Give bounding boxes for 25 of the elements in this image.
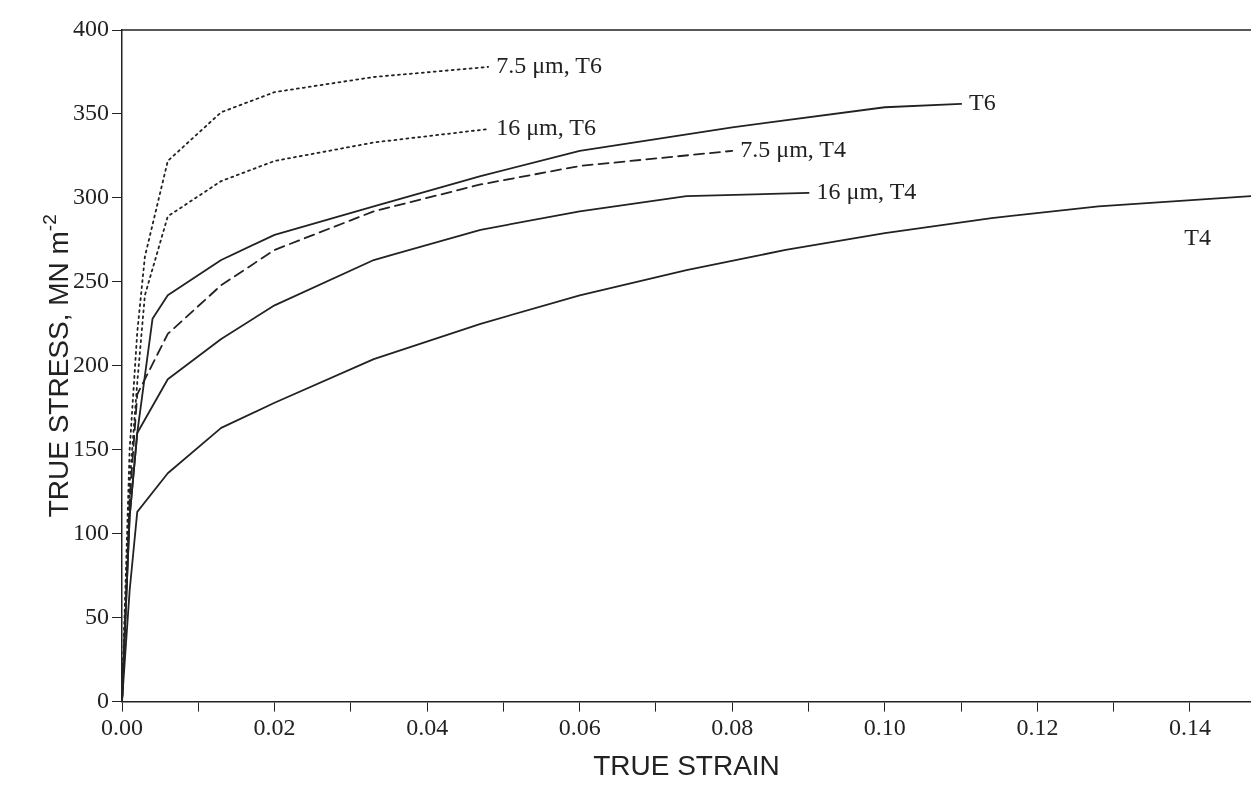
x-tick-label: 0.12 [1016,714,1059,741]
series-label: 7.5 μm, T6 [496,52,602,79]
series-label: T6 [969,89,996,116]
x-axis-title: TRUE STRAIN [593,749,780,781]
y-tick-label: 300 [73,183,109,210]
y-tick-label: 200 [73,351,109,378]
x-tick-label: 0.14 [1168,714,1211,741]
y-tick-label: 400 [73,15,109,42]
y-tick-label: 350 [73,99,109,126]
y-tick-label: 100 [73,519,109,545]
x-tick-label: 0.10 [863,714,906,741]
y-axis-title: TRUE STRESS, MN m-2 [39,214,74,518]
y-tick-label: 50 [85,602,109,629]
y-tick-label: 0 [97,686,109,713]
series-label: T4 [1184,223,1211,250]
x-tick-label: 0.02 [253,714,296,741]
x-tick-label: 0.04 [406,714,449,741]
y-tick-label: 250 [73,267,109,294]
x-tick-label: 0.08 [711,714,754,741]
series-label: 16 μm, T4 [816,178,917,205]
x-tick-label: 0.06 [558,714,601,741]
x-tick-label: 0.00 [101,714,143,741]
series-label: 16 μm, T6 [496,114,596,141]
series-label: 7.5 μm, T4 [740,136,847,163]
y-tick-label: 150 [73,435,109,462]
